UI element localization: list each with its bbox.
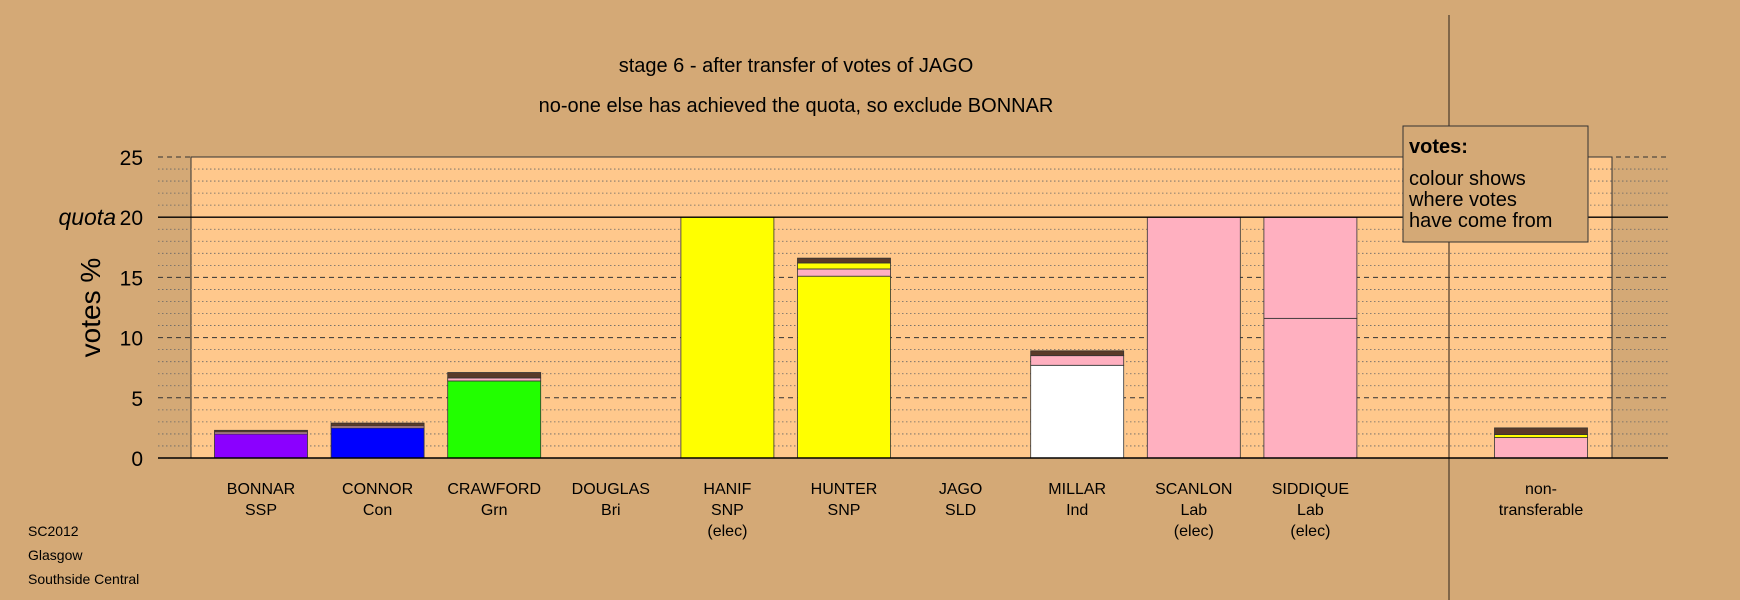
bar-nontransferable-segment <box>1494 427 1588 435</box>
candidate-name: JAGO <box>939 481 983 498</box>
candidate-party: SSP <box>245 502 277 519</box>
plot-background <box>190 156 1613 459</box>
y-tick-label: 25 <box>120 147 143 170</box>
bar-connor-segment <box>330 427 425 459</box>
candidate-party: Con <box>363 502 392 519</box>
legend-line-3: have come from <box>1409 210 1552 232</box>
candidate-party: Lab <box>1180 502 1207 519</box>
candidate-status: (elec) <box>1290 523 1330 540</box>
footer-line-3: Southside Central <box>28 571 139 587</box>
candidate-party: Lab <box>1297 502 1324 519</box>
legend-box <box>1402 125 1589 243</box>
bar-siddique-segment <box>1263 317 1358 459</box>
bar-millar-segment <box>1030 355 1125 366</box>
y-tick-label: 0 <box>131 448 143 471</box>
bar-hunter-segment <box>797 268 891 277</box>
bar-nontransferable <box>1494 427 1588 459</box>
bar-hunter-segment <box>797 262 891 270</box>
bar-bonnar-segment <box>214 429 308 433</box>
y-tick-label: 20 <box>120 207 143 230</box>
bar-scanlon <box>1146 216 1241 459</box>
bar-crawford-segment <box>447 372 542 379</box>
y-tick-label: 5 <box>131 388 143 411</box>
candidate-party: SNP <box>711 502 744 519</box>
bar-siddique <box>1263 216 1358 459</box>
candidate-party: Bri <box>601 502 621 519</box>
candidate-status: (elec) <box>1174 523 1214 540</box>
bar-bonnar-segment <box>214 433 308 459</box>
bar-hunter-segment <box>797 257 891 264</box>
chart-subtitle: no-one else has achieved the quota, so e… <box>539 95 1054 117</box>
candidate-name: SCANLON <box>1155 481 1232 498</box>
chart-title: stage 6 - after transfer of votes of JAG… <box>619 55 974 77</box>
y-tick-label: 10 <box>120 328 143 351</box>
nontransferable-label: non- <box>1525 481 1557 498</box>
nontransferable-label: transferable <box>1499 502 1584 519</box>
quota-label: quota <box>58 204 116 230</box>
bar-scanlon-segment <box>1146 216 1241 459</box>
bar-hunter <box>797 257 891 459</box>
candidate-party: Ind <box>1066 502 1088 519</box>
bar-millar-segment <box>1030 364 1125 459</box>
candidate-name: HUNTER <box>811 481 878 498</box>
legend-title: votes: <box>1409 136 1468 158</box>
candidate-party: SNP <box>828 502 861 519</box>
bar-crawford <box>447 372 542 459</box>
candidate-name: CONNOR <box>342 481 413 498</box>
plot-area <box>158 15 1668 600</box>
candidate-status: (elec) <box>707 523 747 540</box>
y-tick-label: 15 <box>120 267 143 290</box>
legend-line-1: colour shows <box>1409 168 1526 190</box>
candidate-party: Grn <box>481 502 508 519</box>
candidate-party: SLD <box>945 502 976 519</box>
candidate-name: BONNAR <box>227 481 295 498</box>
bar-millar <box>1030 350 1125 459</box>
bar-hunter-segment <box>797 275 891 459</box>
bar-hanif-segment <box>680 216 775 459</box>
bar-bonnar <box>214 429 308 459</box>
legend: votes: colour shows where votes have com… <box>1402 125 1589 243</box>
candidate-labels: BONNAR SSP CONNOR Con CRAWFORD Grn DOUGLAS Bri H… <box>227 481 1584 540</box>
candidate-name: HANIF <box>703 481 751 498</box>
candidate-name: SIDDIQUE <box>1272 481 1349 498</box>
bar-nontransferable-segment <box>1494 437 1588 459</box>
bars <box>214 216 1588 459</box>
legend-line-2: where votes <box>1408 189 1517 211</box>
y-axis: 0 5 10 15 20 25 quota <box>58 147 1668 471</box>
footer-line-2: Glasgow <box>28 547 83 563</box>
candidate-name: MILLAR <box>1048 481 1106 498</box>
bar-hanif <box>680 216 775 459</box>
candidate-name: CRAWFORD <box>447 481 541 498</box>
bar-connor-segment <box>330 422 425 427</box>
footer-line-1: SC2012 <box>28 523 79 539</box>
bar-crawford-segment <box>447 377 542 382</box>
bar-siddique-segment <box>1263 216 1358 319</box>
y-axis-label: votes % <box>75 258 106 358</box>
bar-crawford-segment <box>447 380 542 459</box>
bar-nontransferable-segment <box>1494 434 1588 438</box>
bar-connor <box>330 422 425 459</box>
candidate-name: DOUGLAS <box>572 481 650 498</box>
bar-millar-segment <box>1030 350 1125 357</box>
